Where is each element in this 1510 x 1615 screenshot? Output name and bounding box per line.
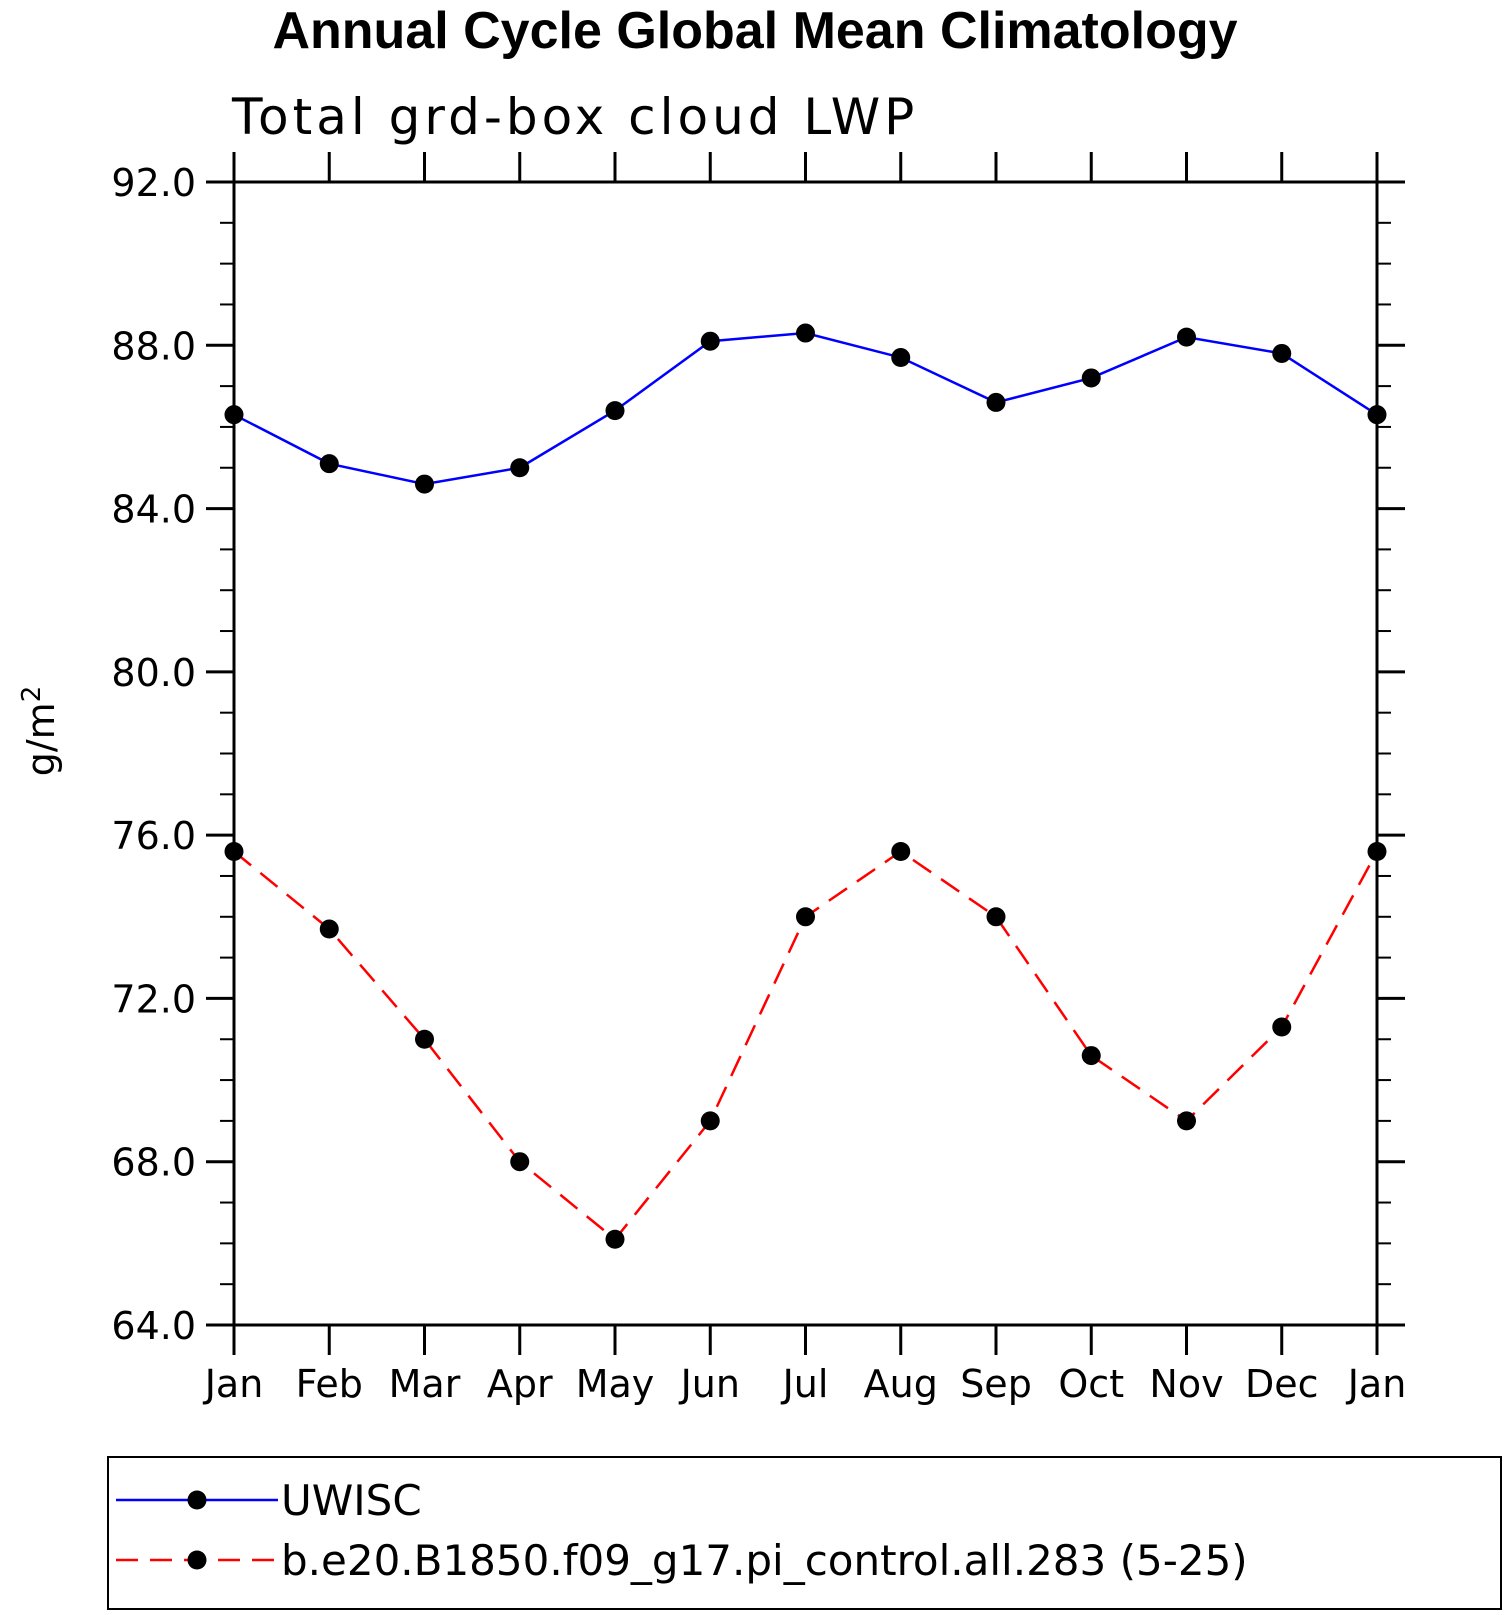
x-tick-label: Nov: [1149, 1362, 1223, 1406]
y-tick-label: 88.0: [111, 324, 196, 368]
series-0-point: [224, 405, 244, 425]
plot-axes: 64.0 68.0 72.0 76.0 80.0 84.0 88.0 92.0 Jan Feb Ma…: [111, 152, 1406, 1406]
y-axis-label-group: g/m2: [17, 686, 63, 777]
series-0-point: [510, 458, 530, 478]
x-tick-label: Jan: [1346, 1362, 1407, 1406]
chart-title: Annual Cycle Global Mean Climatology: [272, 2, 1237, 60]
y-tick-label: 72.0: [111, 977, 196, 1021]
series-line-0: [233, 331, 1378, 486]
y-tick-label: 80.0: [111, 651, 196, 695]
series-0-point: [1081, 368, 1101, 388]
y-axis-label-superscript: 2: [17, 686, 47, 703]
series-1-point: [891, 841, 911, 861]
series-1-point: [1081, 1046, 1101, 1066]
y-tick-label: 76.0: [111, 814, 196, 858]
legend: UWISC b.e20.B1850.f09_g17.pi_control.all.…: [107, 1456, 1502, 1610]
legend-label-0: UWISC: [281, 1476, 422, 1525]
series-1-point: [986, 907, 1006, 927]
legend-box: [107, 1456, 1502, 1610]
series-0-point: [986, 392, 1006, 412]
x-tick-label: Jun: [679, 1362, 740, 1406]
x-tick-label: May: [576, 1362, 655, 1406]
series-1-point: [224, 841, 244, 861]
series-1-point: [415, 1029, 434, 1049]
y-tick-label: 64.0: [111, 1304, 196, 1348]
series-0-point: [891, 348, 911, 368]
x-tick-label: Jan: [203, 1362, 264, 1406]
x-tick-label: Feb: [296, 1362, 363, 1406]
legend-marker-1: [187, 1550, 207, 1570]
series-0-point: [796, 323, 815, 343]
series-layer: [233, 331, 1379, 1242]
y-axis-label-text: g/m: [19, 702, 63, 776]
series-0-point: [319, 454, 339, 474]
chart-subtitle: Total grd-box cloud LWP: [231, 88, 918, 146]
legend-marker-0: [187, 1490, 207, 1510]
series-1-point: [1272, 1017, 1292, 1037]
x-tick-label: Jul: [781, 1362, 829, 1406]
series-1-point: [1177, 1111, 1196, 1131]
series-1-point: [319, 919, 339, 939]
markers-layer: [224, 323, 1387, 1249]
plot-frame: [232, 180, 1379, 1327]
x-tick-label: Aug: [864, 1362, 938, 1406]
legend-label-1: b.e20.B1850.f09_g17.pi_control.all.283 (…: [281, 1536, 1248, 1585]
y-tick-label: 92.0: [111, 161, 196, 205]
x-tick-label: Mar: [389, 1362, 461, 1406]
series-0-point: [605, 401, 625, 421]
series-0-point: [1272, 343, 1292, 363]
series-0-point: [415, 474, 434, 494]
series-1-point: [700, 1111, 720, 1131]
series-1-point: [1367, 841, 1387, 861]
x-tick-label: Sep: [960, 1362, 1032, 1406]
x-tick-label: Apr: [487, 1362, 553, 1406]
x-tick-label: Oct: [1058, 1362, 1124, 1406]
series-1-point: [510, 1152, 530, 1172]
y-axis-label: g/m2: [17, 686, 63, 777]
y-tick-label: 84.0: [111, 488, 196, 532]
series-0-point: [700, 331, 720, 351]
y-tick-label: 68.0: [111, 1141, 196, 1185]
series-1-point: [605, 1229, 625, 1249]
series-1-point: [796, 907, 815, 927]
series-0-point: [1367, 405, 1387, 425]
series-0-point: [1177, 327, 1196, 347]
x-tick-label: Dec: [1245, 1362, 1319, 1406]
